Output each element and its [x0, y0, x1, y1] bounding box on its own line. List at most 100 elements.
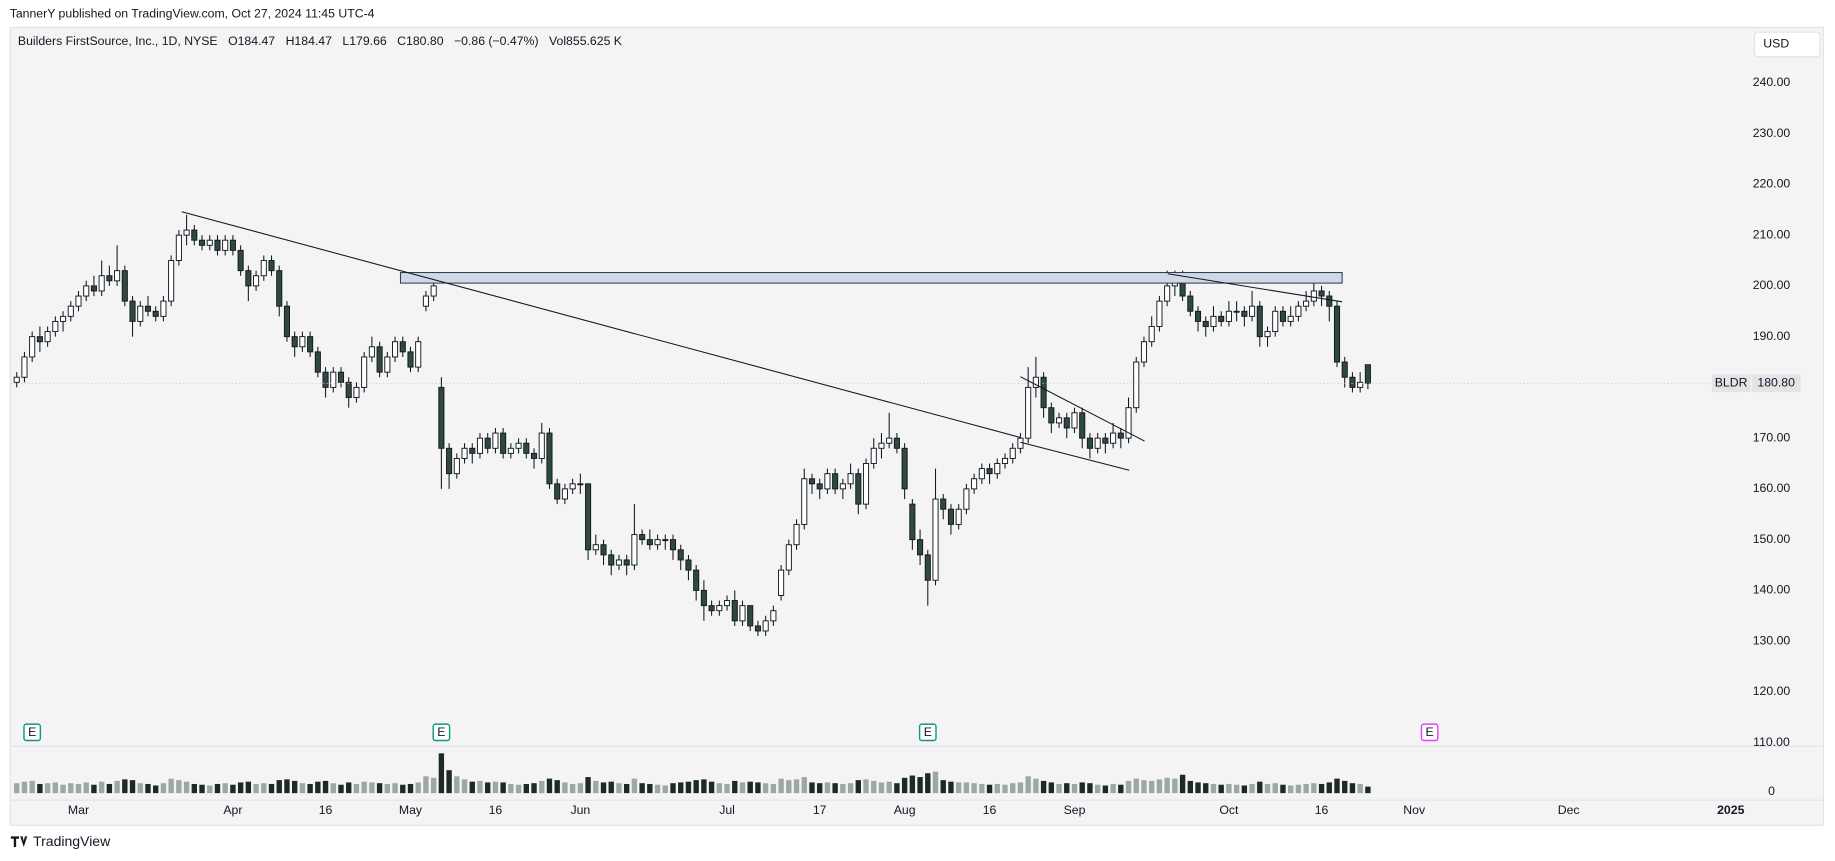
- candle-body: [1001, 457, 1009, 464]
- candle-body: [901, 447, 908, 490]
- volume-bar: [778, 778, 784, 794]
- candle-body: [530, 452, 538, 459]
- candle-body: [608, 554, 615, 566]
- candle-body: [917, 539, 924, 556]
- candle-body: [1148, 326, 1155, 343]
- candle-body: [554, 483, 561, 500]
- x-tick-label: Dec: [1558, 803, 1580, 817]
- x-tick-label: 16: [1315, 803, 1329, 817]
- volume-bar: [1187, 780, 1193, 794]
- volume-bar: [732, 780, 738, 794]
- volume-bar: [261, 783, 267, 794]
- candle-body: [585, 483, 592, 551]
- volume-bar: [1249, 783, 1255, 794]
- candle-body: [1357, 381, 1364, 388]
- volume-bar: [809, 782, 815, 794]
- candle-body: [1210, 315, 1217, 327]
- candle-body: [21, 356, 28, 378]
- candle-body: [693, 569, 700, 591]
- volume-bar: [546, 778, 553, 794]
- candle-body: [67, 305, 74, 317]
- volume-bar: [68, 783, 74, 794]
- volume-bar: [60, 784, 66, 794]
- volume-bar: [608, 781, 614, 794]
- volume-bar: [600, 782, 607, 794]
- candle-body: [1156, 300, 1163, 327]
- volume-bar: [701, 779, 707, 794]
- volume-bar: [1257, 781, 1263, 794]
- candle-body: [168, 260, 175, 302]
- candle-body: [13, 376, 20, 383]
- volume-value: 855.625 K: [566, 34, 623, 48]
- volume-bar: [755, 782, 761, 794]
- candle-body: [160, 300, 167, 317]
- candle-body: [36, 336, 43, 343]
- candle-body: [430, 285, 437, 297]
- candle-body: [963, 488, 970, 510]
- candle-body: [1017, 437, 1024, 449]
- candle-body: [106, 275, 113, 282]
- volume-bar: [955, 782, 962, 794]
- candle-body: [60, 315, 67, 322]
- volume-bar: [145, 783, 151, 794]
- currency[interactable]: USD: [1763, 37, 1789, 51]
- volume-bar: [963, 782, 970, 794]
- currency-button[interactable]: [1753, 31, 1821, 58]
- candle-body: [129, 300, 136, 322]
- candle-body: [291, 336, 298, 348]
- volume-bar: [1334, 778, 1340, 794]
- candle-body: [438, 386, 445, 449]
- volume-bar: [500, 782, 506, 794]
- earnings-label: E: [924, 725, 932, 739]
- candle-body: [654, 539, 661, 546]
- candle-body: [1364, 364, 1371, 384]
- candle-body: [206, 239, 213, 246]
- candle-body: [245, 270, 252, 287]
- volume-bar: [75, 783, 82, 794]
- candle-body: [592, 544, 599, 551]
- candle-body: [1009, 447, 1016, 459]
- volume-bar: [52, 782, 59, 794]
- volume-bar: [407, 783, 414, 794]
- candle-body: [862, 463, 870, 505]
- y-tick-label: 200.00: [1753, 278, 1791, 292]
- volume-bar: [1079, 782, 1085, 794]
- ohlc-value: 180.80: [406, 34, 444, 48]
- candle-body: [1117, 432, 1124, 439]
- volume-bar: [801, 777, 807, 794]
- volume-bar: [1164, 777, 1170, 794]
- candle-body: [615, 559, 622, 566]
- candle-body: [415, 341, 422, 368]
- candle-body: [685, 559, 692, 571]
- volume-bar: [1102, 785, 1109, 794]
- ticker-label: BLDR: [1715, 376, 1748, 390]
- price-tag-label: 180.80: [1757, 376, 1795, 390]
- volume-bar: [1040, 780, 1047, 794]
- volume-bar: [817, 783, 823, 794]
- candle-body: [801, 478, 808, 525]
- candle-body: [507, 447, 514, 454]
- candle-body: [1349, 376, 1356, 388]
- candle-body: [175, 234, 182, 261]
- volume-bar: [685, 781, 692, 794]
- volume-bar: [631, 778, 638, 794]
- candle-body: [1056, 417, 1063, 424]
- candle-body: [191, 229, 198, 241]
- volume-bar: [832, 783, 838, 794]
- volume-bar: [994, 783, 1000, 794]
- volume-bar: [693, 780, 699, 794]
- candle-body: [453, 457, 460, 475]
- symbol: Builders FirstSource, Inc., 1D, NYSE: [18, 34, 218, 48]
- candle-body: [569, 483, 576, 490]
- volume-bar: [430, 777, 437, 794]
- candle-body: [1194, 310, 1202, 322]
- candle-body: [492, 432, 499, 449]
- volume-bar: [315, 781, 321, 794]
- legend: Builders FirstSource, Inc., 1D, NYSE O18…: [18, 34, 623, 48]
- volume-bar: [670, 783, 676, 794]
- volume-bar: [1326, 782, 1332, 794]
- candle-body: [152, 310, 159, 317]
- volume-bar: [361, 781, 367, 794]
- candle-body: [1063, 417, 1070, 429]
- volume-bar: [894, 783, 900, 794]
